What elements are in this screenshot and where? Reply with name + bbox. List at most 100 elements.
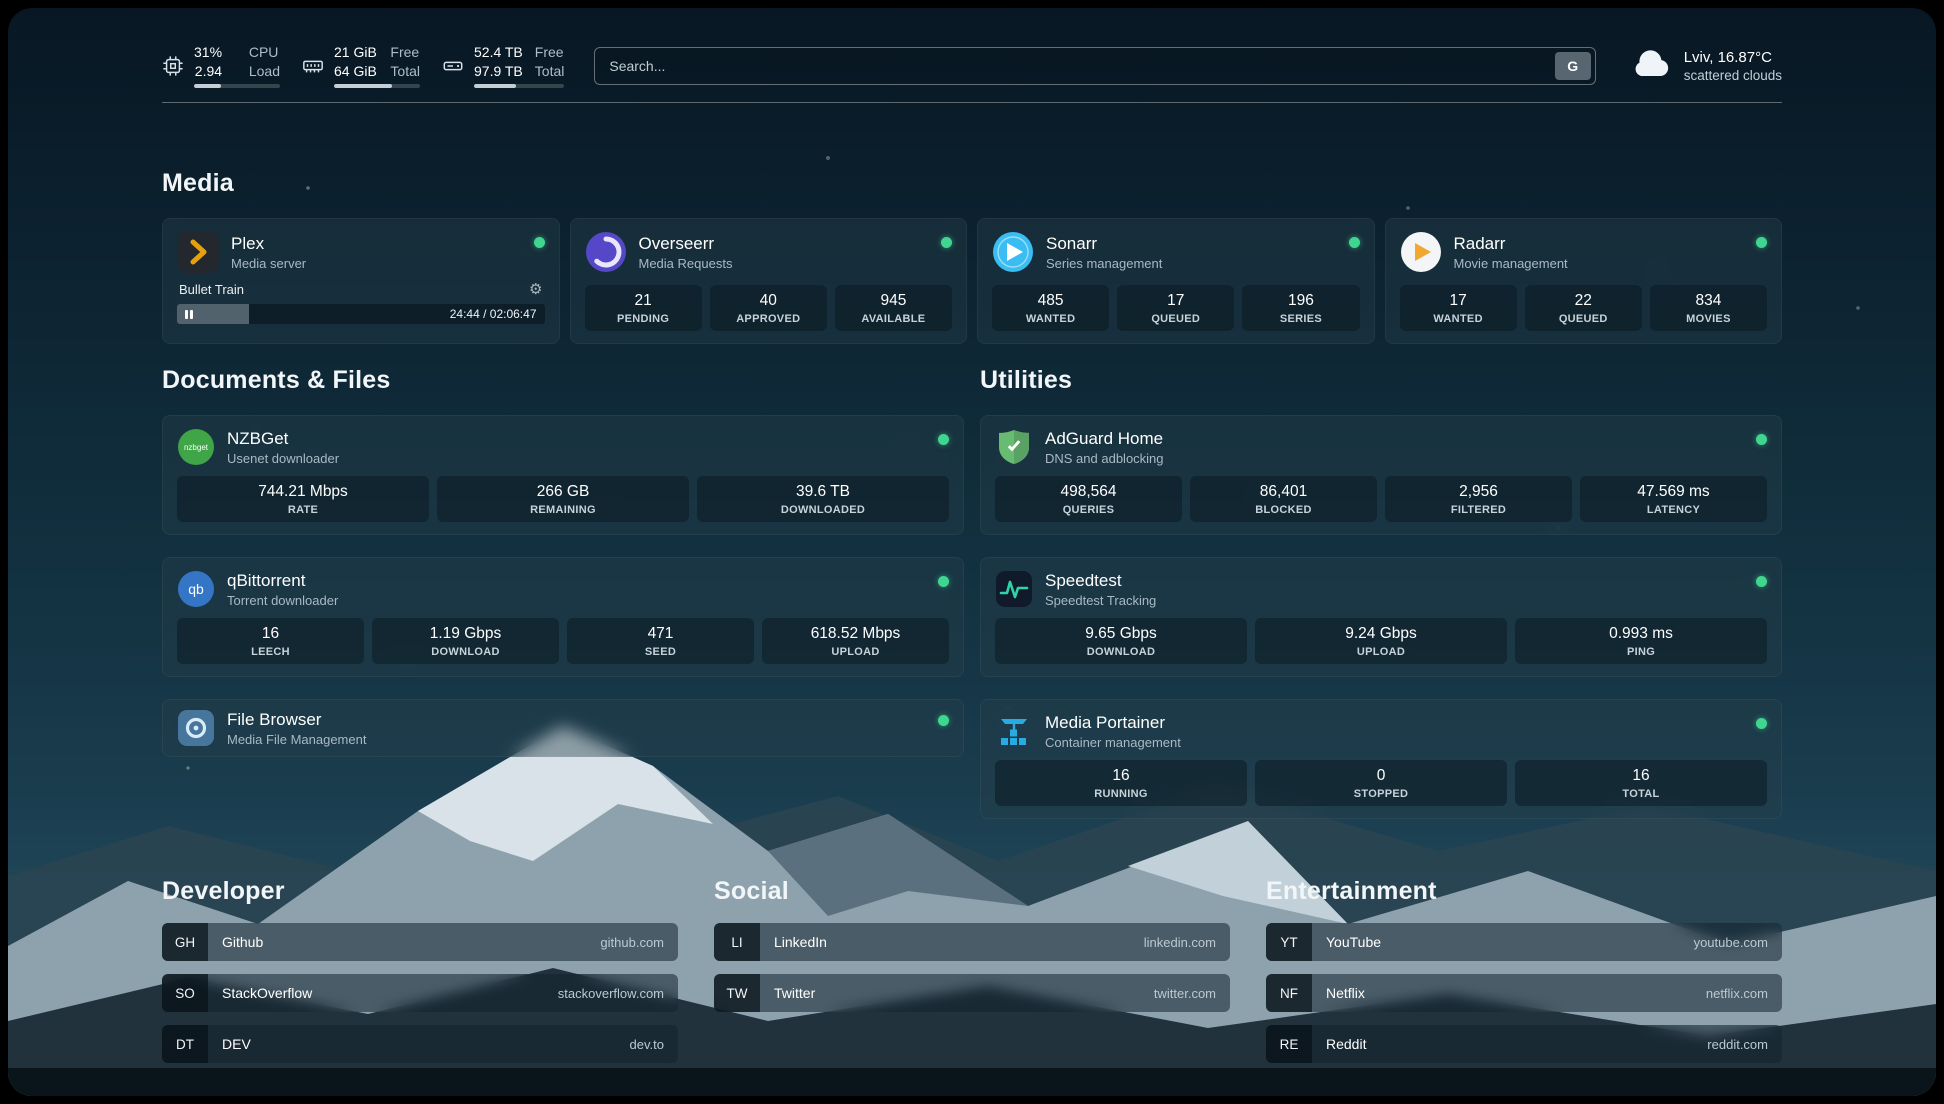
bookmark-netflix[interactable]: NF Netflix netflix.com	[1266, 974, 1782, 1012]
disk-metric: 52.4 TB 97.9 TB Free Total	[442, 44, 565, 88]
plex-progress-bar: 24:44 / 02:06:47	[177, 304, 545, 324]
memory-total-label: Total	[390, 63, 420, 79]
stat-value: 266 GB	[536, 483, 590, 500]
stat-label: PING	[1626, 646, 1656, 658]
nzbget-icon: nzbget	[177, 428, 215, 466]
overseerr-stat-pending: 21 PENDING	[584, 285, 702, 331]
bookmark-reddit[interactable]: RE Reddit reddit.com	[1266, 1025, 1782, 1063]
stat-label: QUEUED	[1558, 313, 1608, 325]
bookmark-domain: netflix.com	[1705, 985, 1768, 1001]
adguard-stat-queries: 498,564 QUERIES	[995, 476, 1182, 522]
speedtest-status-dot	[1756, 576, 1767, 587]
bookmarks-developer: Developer GH Github github.com SO StackO…	[162, 877, 678, 1076]
disk-icon	[442, 55, 464, 77]
stat-label: MOVIES	[1686, 313, 1731, 325]
stat-value: 0.993 ms	[1609, 625, 1673, 642]
memory-total-value: 64 GiB	[334, 63, 377, 79]
stat-value: 16	[261, 625, 280, 642]
adguard-stat-filtered: 2,956 FILTERED	[1385, 476, 1572, 522]
cpu-load-value: 2.94	[194, 63, 223, 79]
bookmark-linkedin[interactable]: LI LinkedIn linkedin.com	[714, 923, 1230, 961]
filebrowser-icon	[177, 709, 215, 747]
portainer-card[interactable]: Media Portainer Container management 16 …	[980, 699, 1782, 819]
stat-label: PENDING	[616, 313, 670, 325]
stat-label: DOWNLOADED	[780, 504, 866, 516]
radarr-stat-wanted: 17 WANTED	[1399, 285, 1517, 331]
bookmarks-social: Social LI LinkedIn linkedin.com TW Twitt…	[714, 877, 1230, 1076]
speedtest-stat-ping: 0.993 ms PING	[1515, 618, 1767, 664]
bookmark-name: Github	[222, 934, 264, 950]
overseerr-description: Media Requests	[638, 255, 733, 271]
bookmark-stackoverflow[interactable]: SO StackOverflow stackoverflow.com	[162, 974, 678, 1012]
overseerr-icon	[585, 231, 627, 273]
bookmark-youtube[interactable]: YT YouTube youtube.com	[1266, 923, 1782, 961]
stat-value: 21	[634, 292, 652, 309]
search-input[interactable]	[609, 58, 1555, 74]
stat-value: 9.65 Gbps	[1085, 625, 1157, 642]
plex-status-dot	[533, 237, 545, 248]
section-title-developer: Developer	[162, 877, 285, 905]
portainer-stat-stopped: 0 STOPPED	[1255, 760, 1507, 806]
section-title-documents: Documents & Files	[162, 366, 391, 394]
overseerr-stat-available: 945 AVAILABLE	[834, 285, 953, 331]
bookmarks-section: Developer GH Github github.com SO StackO…	[162, 877, 1782, 1076]
disk-total-value: 97.9 TB	[474, 63, 523, 79]
bookmark-domain: github.com	[600, 934, 664, 950]
portainer-name: Media Portainer	[1045, 712, 1166, 732]
memory-metric: 21 GiB 64 GiB Free Total	[302, 44, 420, 88]
bookmark-domain: reddit.com	[1707, 1036, 1768, 1052]
cpu-icon	[162, 55, 184, 77]
search-provider-button[interactable]: G	[1554, 52, 1591, 80]
stat-value: 744.21 Mbps	[258, 483, 348, 500]
plex-progress-fill	[177, 304, 249, 324]
bookmark-name: Reddit	[1326, 1036, 1367, 1052]
bookmark-dev[interactable]: DT DEV dev.to	[162, 1025, 678, 1063]
gear-icon[interactable]: ⚙	[529, 281, 543, 298]
stat-value: 471	[647, 625, 674, 642]
bookmark-abbr: DT	[162, 1025, 208, 1063]
sonarr-description: Series management	[1046, 255, 1163, 271]
overseerr-status-dot	[941, 237, 952, 248]
speedtest-icon	[995, 570, 1033, 608]
radarr-icon	[1400, 231, 1442, 273]
nzbget-card[interactable]: nzbget NZBGet Usenet downloader 744.21 M…	[162, 415, 964, 535]
memory-icon	[302, 55, 324, 77]
plex-card[interactable]: Plex Media server Bullet Train ⚙ 24:44 /…	[162, 218, 560, 344]
memory-free-value: 21 GiB	[334, 44, 377, 60]
stat-value: 485	[1037, 292, 1064, 309]
speedtest-card[interactable]: Speedtest Speedtest Tracking 9.65 Gbps D…	[980, 557, 1782, 677]
speedtest-name: Speedtest	[1045, 570, 1122, 590]
radarr-card[interactable]: Radarr Movie management 17 WANTED 22 QUE…	[1384, 218, 1782, 344]
utilities-section: Utilities AdGuard Home DNS and adblockin…	[980, 366, 1782, 819]
stat-value: 196	[1287, 292, 1314, 309]
section-title-entertainment: Entertainment	[1266, 877, 1437, 905]
filebrowser-name: File Browser	[227, 709, 322, 729]
disk-free-label: Free	[534, 44, 564, 60]
qbittorrent-status-dot	[938, 576, 949, 587]
bookmark-domain: youtube.com	[1693, 934, 1768, 950]
sonarr-card[interactable]: Sonarr Series management 485 WANTED 17 Q…	[977, 218, 1375, 344]
qbittorrent-card[interactable]: qb qBittorrent Torrent downloader 16 LEE…	[162, 557, 964, 677]
filebrowser-card[interactable]: File Browser Media File Management	[162, 699, 964, 757]
radarr-stat-queued: 22 QUEUED	[1524, 285, 1642, 331]
bookmark-twitter[interactable]: TW Twitter twitter.com	[714, 974, 1230, 1012]
stat-value: 40	[759, 292, 777, 309]
memory-free-label: Free	[390, 44, 420, 60]
sonarr-icon	[992, 231, 1034, 273]
adguard-name: AdGuard Home	[1045, 428, 1164, 448]
stat-label: SEED	[644, 646, 677, 658]
bookmark-abbr: LI	[714, 923, 760, 961]
stat-value: 39.6 TB	[795, 483, 850, 500]
nzbget-name: NZBGet	[227, 428, 289, 448]
bookmark-abbr: RE	[1266, 1025, 1312, 1063]
overseerr-card[interactable]: Overseerr Media Requests 21 PENDING 40 A…	[569, 218, 967, 344]
pause-icon	[185, 309, 193, 319]
disk-free-value: 52.4 TB	[474, 44, 523, 60]
bookmark-github[interactable]: GH Github github.com	[162, 923, 678, 961]
bookmark-name: YouTube	[1326, 934, 1382, 950]
nzbget-description: Usenet downloader	[227, 450, 340, 466]
adguard-card[interactable]: AdGuard Home DNS and adblocking 498,564 …	[980, 415, 1782, 535]
bookmark-name: Twitter	[774, 985, 816, 1001]
bookmarks-entertainment: Entertainment YT YouTube youtube.com NF …	[1266, 877, 1782, 1076]
search-bar: G	[594, 47, 1596, 85]
